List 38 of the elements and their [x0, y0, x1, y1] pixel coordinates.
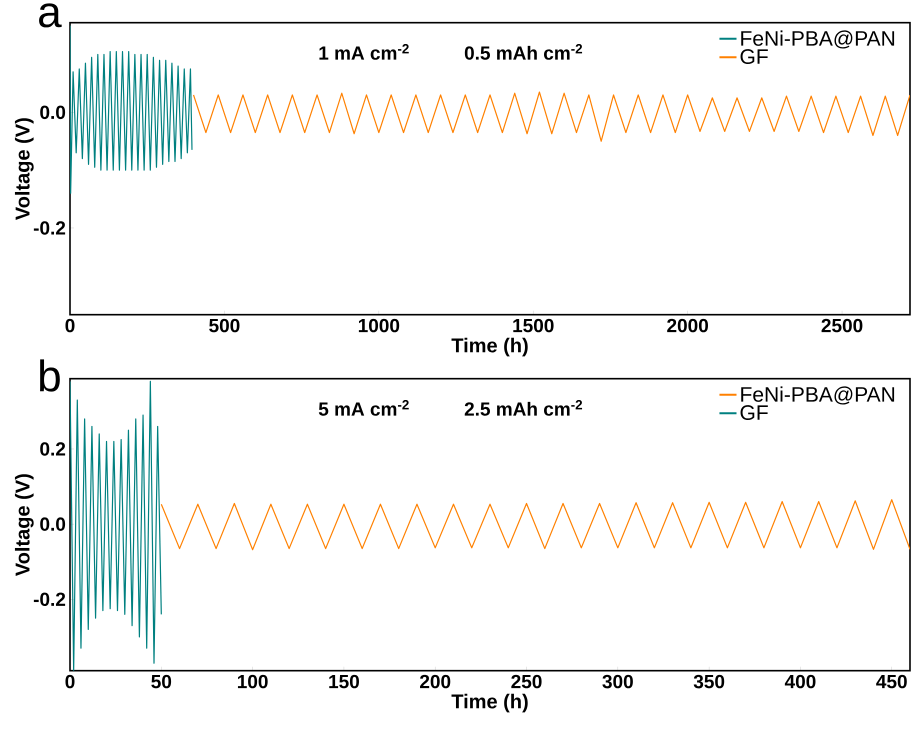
legend-label: GF — [740, 405, 768, 420]
legend-label: FeNi-PBA@PAN — [741, 30, 894, 49]
x-tick-label: 500 — [209, 318, 240, 332]
y-tick-label: -0.2 — [34, 221, 66, 235]
y-axis-title: Voltage (V) — [14, 118, 34, 220]
x-tick-label: 0 — [65, 318, 75, 332]
x-tick-label: 150 — [329, 674, 359, 688]
y-tick-label: -0.2 — [34, 592, 66, 606]
x-tick-label: 100 — [238, 674, 268, 688]
line-series — [192, 92, 910, 142]
x-tick-label: 250 — [511, 674, 542, 688]
annotation: 2.5 mAh cm$^{-2}$ — [464, 400, 582, 416]
x-tick-label: 1000 — [358, 318, 400, 332]
y-axis-title: Voltage (V) — [14, 474, 34, 576]
legend-label: GF — [740, 49, 768, 64]
x-tick-label: 300 — [602, 674, 633, 688]
annotation: 5 mA cm$^{-2}$ — [318, 400, 409, 416]
x-tick-label: 350 — [694, 674, 724, 688]
x-tick-label: 400 — [784, 674, 816, 688]
chart-title: b — [40, 359, 60, 392]
annotation: 1 mA cm$^{-2}$ — [319, 44, 409, 60]
x-axis-title: Time (h) — [452, 694, 528, 713]
y-tick-label: 0.0 — [40, 106, 66, 120]
chart-title: a — [39, 3, 62, 28]
x-tick-label: 2500 — [822, 318, 862, 332]
x-axis-title: Time (h) — [452, 338, 528, 357]
y-tick-label: 0.0 — [40, 518, 66, 532]
x-tick-label: 2000 — [667, 318, 708, 332]
x-tick-label: 450 — [876, 674, 907, 688]
line-series — [160, 499, 910, 550]
legend-label: FeNi-PBA@PAN — [741, 386, 894, 405]
x-tick-label: 200 — [420, 674, 450, 688]
x-tick-label: 1500 — [513, 318, 554, 332]
line-series — [70, 380, 162, 671]
x-tick-label: 50 — [151, 674, 172, 688]
annotation: 0.5 mAh cm$^{-2}$ — [464, 44, 582, 60]
x-tick-label: 0 — [65, 674, 75, 688]
y-tick-label: 0.2 — [40, 442, 66, 456]
